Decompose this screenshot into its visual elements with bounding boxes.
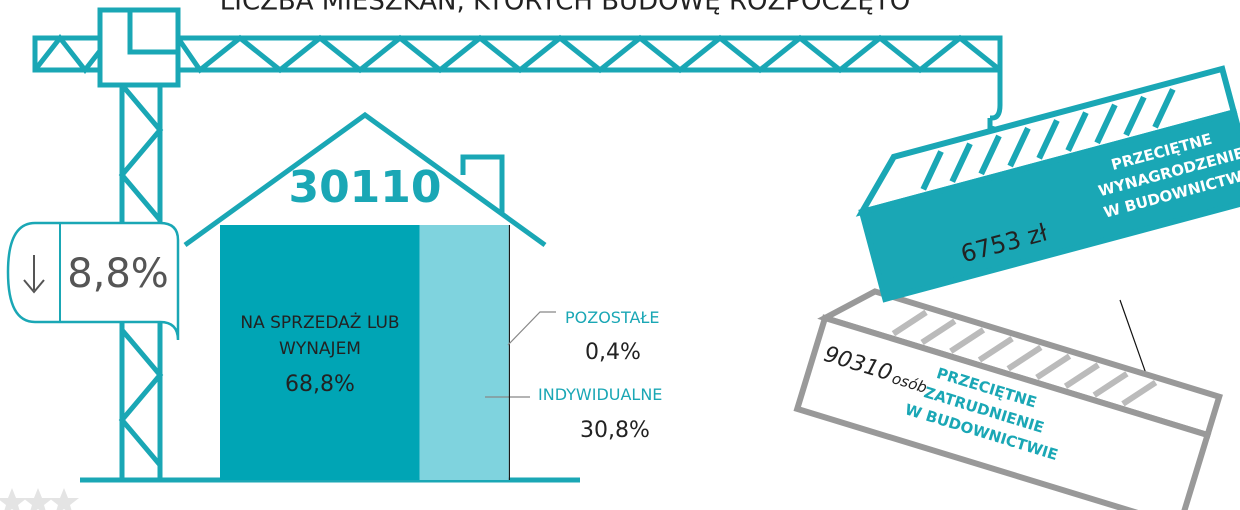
title: LICZBA MIESZKAŃ, KTÓRYCH BUDOWĘ ROZPOCZĘ…	[220, 0, 910, 17]
segment-name: INDYWIDUALNE	[538, 382, 662, 408]
bar-segment	[420, 225, 509, 480]
segment-value: 0,4%	[585, 340, 641, 366]
change-value: 8,8%	[67, 251, 169, 297]
segment-value: 30,8%	[580, 418, 650, 444]
segment-name: POZOSTAŁE	[565, 305, 660, 331]
stars	[0, 488, 79, 510]
change-badge: 8,8%	[8, 223, 178, 340]
total: 30110	[288, 162, 441, 213]
bar-segment	[509, 225, 510, 480]
leader-line	[508, 312, 556, 345]
segment-name: NA SPRZEDAŻ LUB WYNAJEM	[230, 310, 410, 362]
infographic: LICZBA MIESZKAŃ, KTÓRYCH BUDOWĘ ROZPOCZĘ…	[0, 0, 1240, 510]
segment-value: 68,8%	[230, 372, 410, 398]
